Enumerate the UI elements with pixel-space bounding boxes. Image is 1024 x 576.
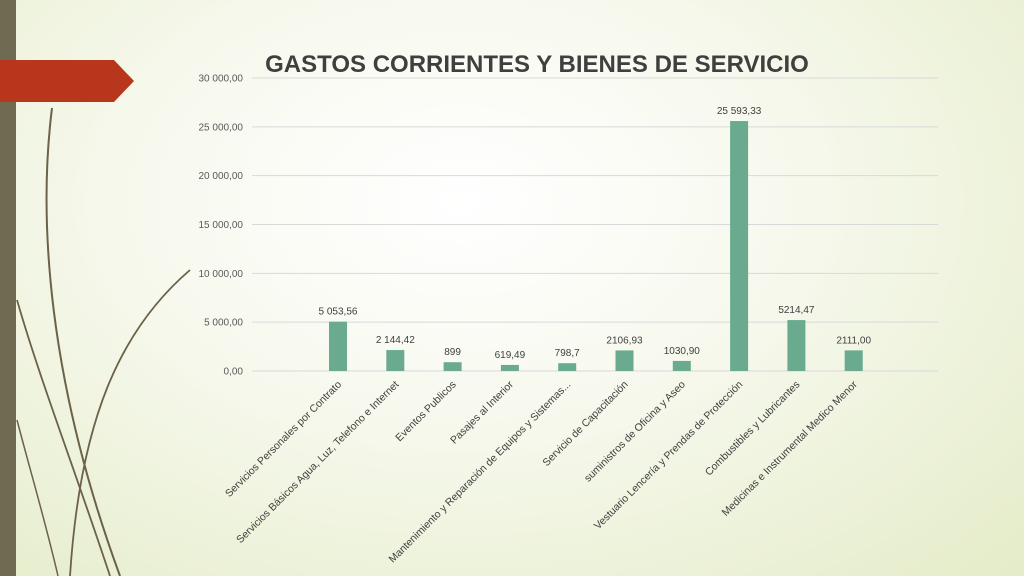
y-tick-label: 10 000,00 — [199, 269, 244, 280]
data-label: 619,49 — [495, 350, 526, 361]
red-accent-tab — [0, 60, 134, 102]
y-tick-label: 0,00 — [224, 367, 244, 378]
grid-layer — [252, 77, 938, 372]
category-label: Combustibles y Lubricantes — [703, 379, 803, 479]
category-label: Eventos Publicos — [393, 379, 458, 444]
bar — [787, 320, 806, 371]
label-layer: 0,00 5 000,00 10 000,00 15 000,00 20 000,00 2… — [199, 74, 872, 566]
data-label: 25 593,33 — [717, 106, 762, 117]
data-label: 1030,90 — [664, 346, 701, 357]
data-label: 2106,93 — [606, 335, 643, 346]
y-tick-label: 30 000,00 — [199, 74, 244, 85]
data-label: 2111,00 — [836, 335, 871, 346]
decor-curve-3 — [16, 299, 111, 576]
category-label: suministros de Oficina y Aseo — [582, 379, 688, 485]
bar-layer — [329, 121, 863, 371]
side-bar — [0, 0, 16, 576]
bar — [730, 121, 749, 371]
y-tick-label: 25 000,00 — [199, 122, 244, 133]
data-label: 2 144,42 — [376, 335, 415, 346]
y-tick-label: 20 000,00 — [199, 171, 244, 182]
y-tick-label: 5 000,00 — [204, 318, 243, 329]
chart-title: GASTOS CORRIENTES Y BIENES DE SERVICIO — [265, 51, 809, 78]
bar — [844, 350, 863, 371]
bar — [386, 350, 405, 371]
data-label: 5214,47 — [778, 305, 815, 316]
data-label: 899 — [444, 347, 461, 358]
bar — [558, 363, 577, 371]
decor-curve-4 — [16, 419, 59, 576]
decor-curve-2 — [69, 269, 191, 576]
bar — [500, 364, 519, 371]
bar — [615, 350, 634, 371]
y-tick-label: 15 000,00 — [199, 220, 244, 231]
bar — [672, 360, 691, 371]
decor-curve-1 — [45, 107, 121, 576]
data-label: 798,7 — [555, 348, 580, 359]
bar — [443, 362, 462, 371]
data-label: 5 053,56 — [319, 307, 358, 318]
category-label: Servicios Personales por Contrato — [223, 379, 344, 500]
bar — [329, 321, 347, 371]
